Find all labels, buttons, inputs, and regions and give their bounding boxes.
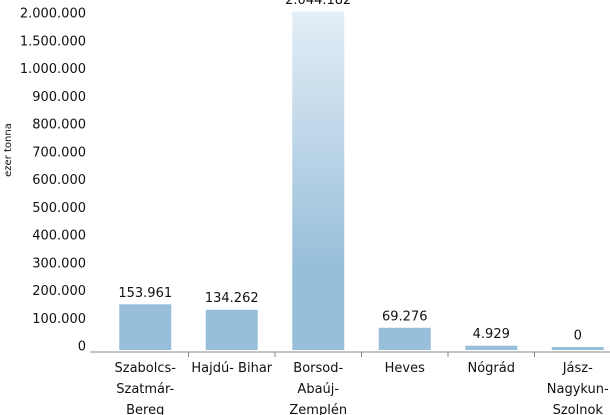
bar [551,347,604,350]
bar [119,304,172,350]
bar [292,11,345,350]
x-tick-label: Borsod-Abaúj-Zemplén [289,361,347,415]
x-tick-label: Nógrád [468,361,516,376]
y-tick-label: 1.000.000 [20,62,86,77]
bar [205,309,258,350]
y-tick-label: 2.000.000 [20,7,86,22]
x-tick-label: Szabolcs-Szatmár-Bereg [115,361,177,415]
value-label: 4.929 [473,327,510,342]
y-tick-label: 0 [78,340,86,355]
y-tick-label: 1.500.000 [20,34,86,49]
value-label: 153.961 [118,286,172,301]
value-label: 69.276 [382,309,428,324]
y-tick-label: 700.000 [32,145,86,160]
x-tick-label: Jász-Nagykun-Szolnok [547,361,609,415]
y-tick-label: 300.000 [32,256,86,271]
y-axis-label: ezer tonna [3,123,14,177]
x-tick-label: Hajdú- Bihar [191,361,272,376]
bar [465,345,518,350]
y-tick-label: 900.000 [32,90,86,105]
y-tick-label: 100.000 [32,312,86,327]
bar [378,327,431,350]
value-label: 134.262 [205,291,259,306]
x-tick-label: Heves [385,361,425,376]
value-label: 2.044.182 [285,0,351,8]
value-label: 0 [574,329,582,344]
y-tick-label: 600.000 [32,173,86,188]
y-tick-label: 800.000 [32,118,86,133]
y-tick-label: 400.000 [32,229,86,244]
y-tick-label: 200.000 [32,284,86,299]
y-tick-label: 500.000 [32,201,86,216]
